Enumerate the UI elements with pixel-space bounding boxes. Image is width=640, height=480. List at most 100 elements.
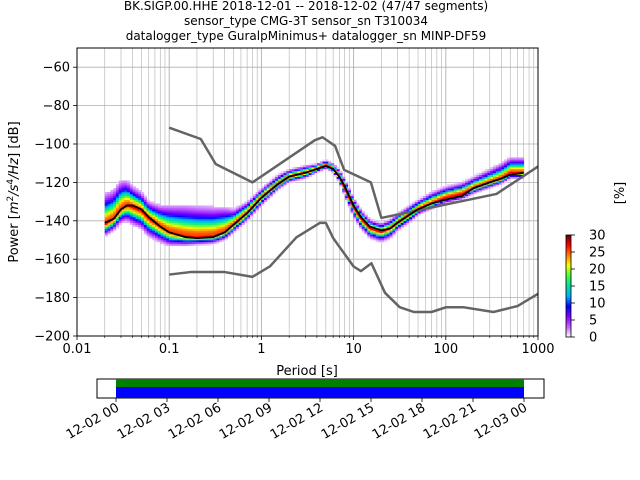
ppsd-cell (501, 161, 505, 164)
ppsd-cell (501, 172, 505, 176)
ppsd-cell (124, 207, 128, 210)
ppsd-cell (370, 224, 374, 227)
ppsd-cell (157, 238, 162, 241)
ppsd-cell (434, 190, 438, 193)
ppsd-cell (484, 184, 488, 187)
ppsd-cell (241, 207, 245, 210)
ppsd-cell (378, 224, 382, 227)
ppsd-cell (364, 216, 368, 220)
ppsd-cell (492, 184, 497, 187)
ppsd-cell (356, 215, 360, 218)
ppsd-cell (155, 211, 159, 214)
ppsd-cell (216, 216, 220, 220)
ppsd-cell (135, 188, 139, 191)
ppsd-cell (342, 190, 346, 193)
ppsd-cell (210, 213, 215, 216)
colorbar-scale (565, 234, 572, 338)
ppsd-cell (219, 234, 223, 237)
ppsd-cell (174, 213, 178, 216)
ppsd-cell (280, 176, 284, 179)
ppsd-cell (490, 172, 494, 176)
ppsd-cell (185, 220, 189, 224)
ppsd-cell (252, 193, 256, 197)
ppsd-cell (459, 182, 463, 185)
ppsd-cell (501, 163, 505, 166)
ppsd-cell (166, 220, 170, 224)
ppsd-cell (129, 197, 134, 200)
ppsd-cell (428, 197, 432, 200)
ppsd-cell (113, 226, 117, 229)
ppsd-cell (403, 220, 407, 224)
ppsd-cell (512, 163, 516, 166)
ppsd-cell (149, 213, 153, 216)
ppsd-cell (155, 236, 159, 239)
ppsd-cell (191, 209, 195, 212)
ppsd-cell (358, 207, 363, 210)
ppsd-cell (470, 193, 474, 197)
ppsd-cell (129, 218, 134, 222)
ppsd-cell (420, 195, 424, 199)
ppsd-cell (138, 226, 142, 229)
plot-frame (76, 47, 539, 337)
ppsd-cell (115, 190, 120, 193)
ppsd-cell (481, 174, 486, 177)
mean-curve-line (104, 165, 524, 239)
ppsd-cell (194, 215, 198, 218)
ppsd-cell (414, 213, 418, 216)
ppsd-cell (163, 209, 167, 212)
ppsd-cell (409, 215, 413, 218)
ppsd-cell (219, 226, 223, 229)
ppsd-cell (157, 226, 162, 229)
ppsd-cell (227, 215, 231, 218)
ppsd-cell (431, 207, 435, 210)
ppsd-cell (107, 193, 111, 197)
ppsd-cell (423, 195, 427, 199)
ppsd-cell (205, 215, 209, 218)
ppsd-cell (146, 203, 150, 206)
ppsd-cell (118, 218, 122, 222)
ppsd-cell (411, 213, 416, 216)
ppsd-cell (372, 232, 377, 235)
ppsd-cell (487, 186, 491, 189)
ppsd-cell (188, 224, 192, 227)
ppsd-cell (213, 224, 217, 227)
ppsd-cell (389, 230, 393, 233)
ppsd-cell (146, 199, 150, 202)
ppsd-cell (515, 170, 519, 174)
ppsd-cell (138, 224, 142, 227)
ppsd-cell (328, 161, 332, 164)
ppsd-cell (219, 211, 223, 214)
ppsd-cell (194, 205, 198, 208)
ppsd-cell (487, 184, 491, 187)
ppsd-cell (124, 220, 128, 224)
ppsd-cell (411, 216, 416, 220)
ppsd-cell (121, 199, 125, 202)
ppsd-cell (269, 184, 273, 187)
ppsd-cell (124, 192, 128, 195)
ppsd-cell (384, 240, 388, 243)
ppsd-cell (386, 222, 391, 225)
ppsd-cell (199, 216, 203, 220)
ppsd-cell (384, 224, 388, 227)
ppsd-cell (107, 201, 111, 204)
ppsd-cell (155, 234, 159, 237)
ppsd-cell (208, 215, 212, 218)
coverage-bar-bottom (116, 387, 524, 398)
ppsd-cell (104, 216, 108, 220)
ppsd-cell (498, 180, 502, 183)
ppsd-cell (163, 207, 167, 210)
ppsd-cell (177, 224, 181, 227)
ppsd-cell (322, 159, 326, 162)
ppsd-cell (520, 170, 525, 174)
ppsd-cell (107, 205, 111, 208)
ppsd-cell (127, 201, 131, 204)
ppsd-cell (305, 168, 310, 172)
ppsd-cell (149, 236, 153, 239)
ppsd-cell (372, 236, 377, 239)
ppsd-cell (113, 201, 117, 204)
ppsd-cell (277, 178, 282, 181)
ppsd-cell (395, 220, 399, 224)
ppsd-cell (504, 178, 508, 181)
ppsd-cell (364, 213, 368, 216)
ppsd-cell (261, 186, 265, 189)
